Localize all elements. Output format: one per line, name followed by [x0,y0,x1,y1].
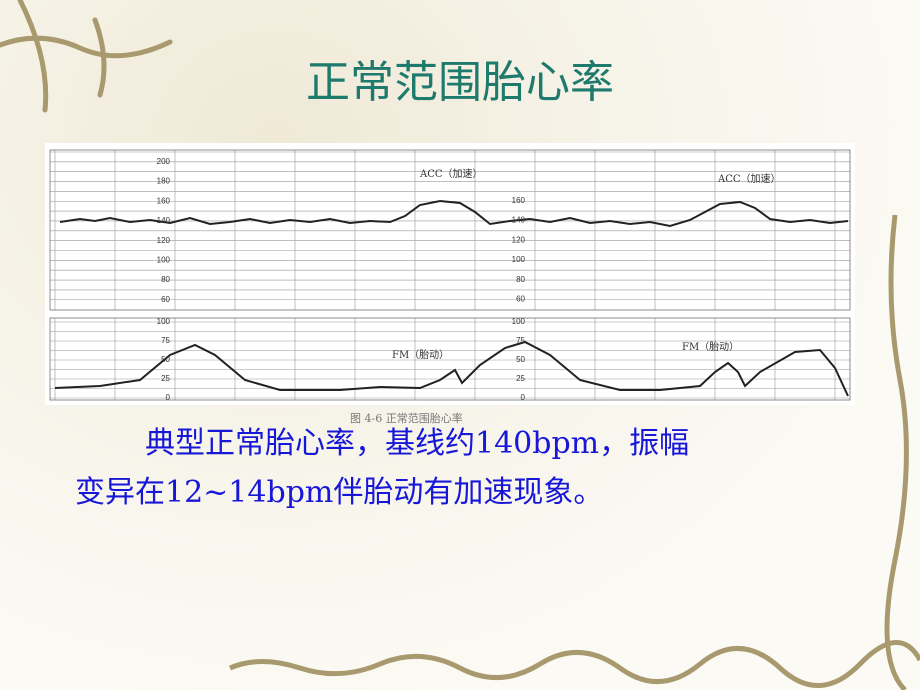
tick-label: 120 [512,235,526,244]
vine [884,214,909,690]
tick-label: 160 [157,196,171,205]
panel-border [49,317,851,401]
annotation: FM（胎动） [682,340,739,353]
body-line: 变异在12~14bpm伴胎动有加速现象。 [75,475,603,510]
ctg-grid [49,149,851,401]
tick-label: 80 [161,275,170,284]
vine [229,640,920,689]
tick-label: 200 [157,157,171,166]
tick-label: 120 [157,236,171,245]
figure-caption: 图 4-6 正常范围胎心率 [350,411,463,425]
tick-label: 180 [157,177,171,186]
tick-label: 80 [516,275,525,284]
tick-label: 75 [516,336,525,345]
tick-label: 100 [512,317,526,326]
tick-label: 50 [161,355,170,364]
tick-label: 25 [516,374,525,383]
vine [0,0,173,113]
panel-border [49,149,851,311]
tick-label: 75 [161,336,170,345]
body-line: 典型正常胎心率，基线约140bpm，振幅 [145,426,689,461]
tick-label: 60 [161,295,170,304]
tick-label: 100 [157,317,171,326]
tick-label: 100 [157,256,171,265]
figure-background [45,143,855,405]
tick-label: 60 [516,295,525,304]
tick-label: 140 [512,216,526,225]
tick-label: 160 [512,196,526,205]
fm-trace [54,340,849,397]
tick-label: 0 [521,393,526,402]
fhr-trace [59,199,849,228]
annotation: ACC（加速） [717,173,781,185]
slide-title: 正常范围胎心率 [306,57,614,108]
tick-label: 50 [516,355,525,364]
annotation: FM（胎动） [392,348,449,361]
annotation: ACC（加速） [419,168,483,180]
tick-label: 25 [161,374,170,383]
tick-label: 140 [157,216,171,225]
tick-label: 100 [512,255,526,264]
tick-label: 0 [166,393,171,402]
